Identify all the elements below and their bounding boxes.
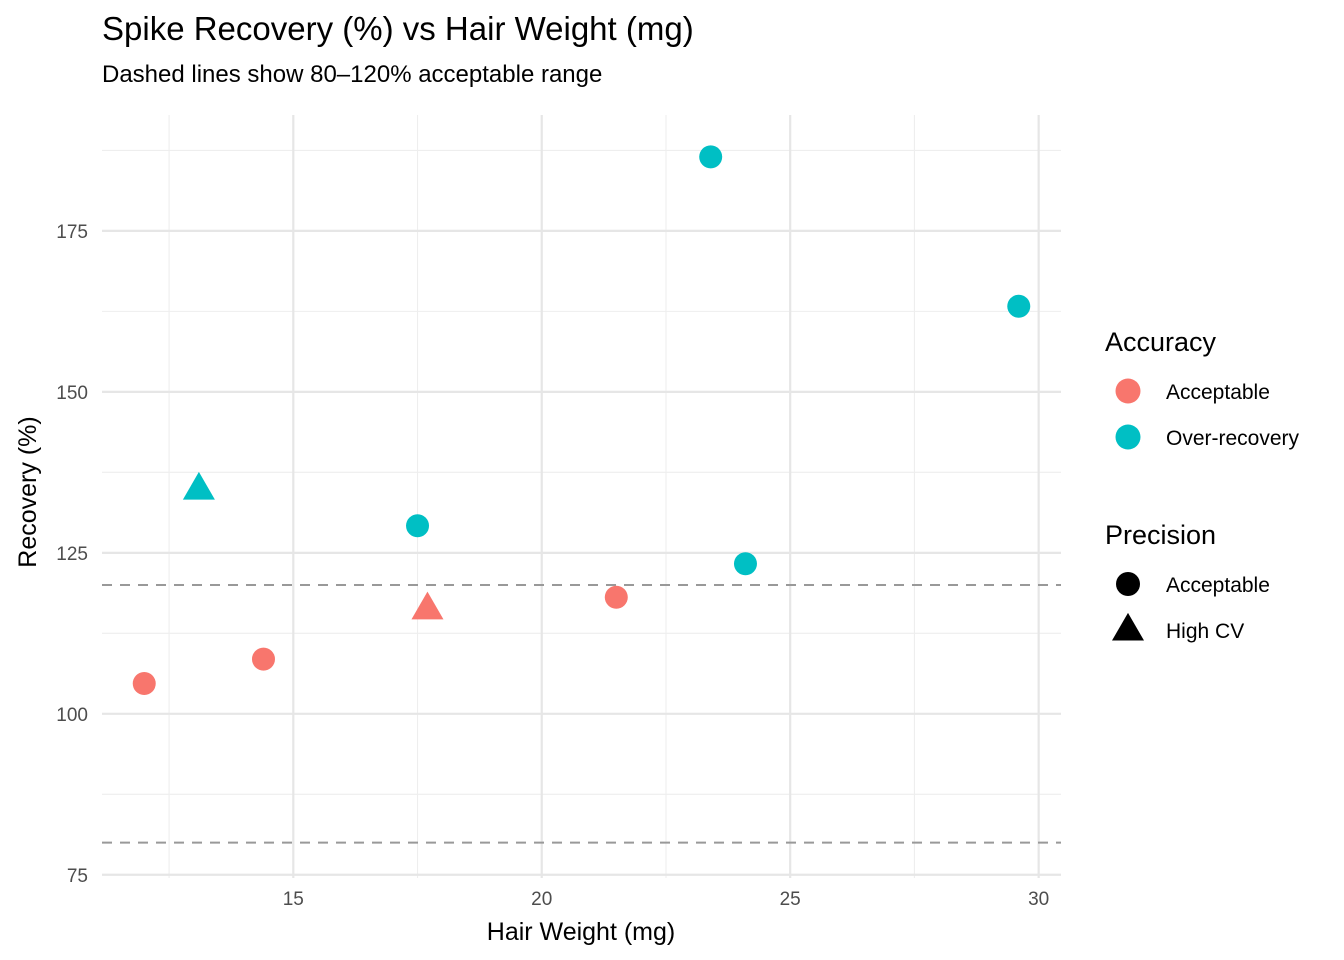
- y-tick-label: 125: [56, 544, 88, 565]
- legend-title: Accuracy: [1105, 327, 1217, 357]
- x-tick-label: 20: [531, 889, 552, 910]
- legend-key-triangle: [1112, 612, 1144, 641]
- major-gridlines: [102, 115, 1061, 878]
- data-point-circle: [604, 585, 628, 609]
- x-tick-label: 25: [780, 889, 801, 910]
- data-point-circle: [406, 514, 430, 538]
- data-points: [132, 145, 1031, 696]
- chart-subtitle: Dashed lines show 80–120% acceptable ran…: [102, 61, 602, 88]
- y-tick-label: 100: [56, 705, 88, 726]
- legend: Accuracy Acceptable Over-recovery Precision…: [1105, 327, 1300, 643]
- x-axis-title: Hair Weight (mg): [487, 918, 675, 946]
- y-axis-ticks: 75 100 125 150 175: [56, 222, 88, 887]
- legend-key-circle: [1115, 424, 1141, 450]
- data-point-circle: [1007, 294, 1031, 318]
- data-point-circle: [132, 672, 156, 696]
- x-tick-label: 15: [283, 889, 304, 910]
- data-point-circle: [699, 145, 723, 169]
- y-axis-title: Recovery (%): [14, 416, 42, 567]
- data-point-circle: [251, 647, 275, 671]
- legend-label: Acceptable: [1166, 381, 1270, 404]
- legend-key-circle: [1115, 378, 1141, 404]
- legend-label: Acceptable: [1166, 574, 1270, 597]
- legend-label: High CV: [1166, 620, 1244, 643]
- x-axis-ticks: 15 20 25 30: [283, 889, 1049, 910]
- y-tick-label: 150: [56, 383, 88, 404]
- data-point-triangle: [411, 591, 444, 620]
- legend-title: Precision: [1105, 520, 1216, 550]
- legend-key-circle: [1116, 572, 1140, 596]
- chart-title: Spike Recovery (%) vs Hair Weight (mg): [102, 10, 694, 47]
- minor-gridlines: [102, 115, 1061, 878]
- data-point-triangle: [182, 471, 215, 500]
- data-point-circle: [733, 552, 757, 576]
- legend-label: Over-recovery: [1166, 427, 1300, 450]
- x-tick-label: 30: [1028, 889, 1049, 910]
- y-tick-label: 175: [56, 222, 88, 243]
- y-tick-label: 75: [67, 866, 88, 887]
- reference-lines: [102, 584, 1061, 844]
